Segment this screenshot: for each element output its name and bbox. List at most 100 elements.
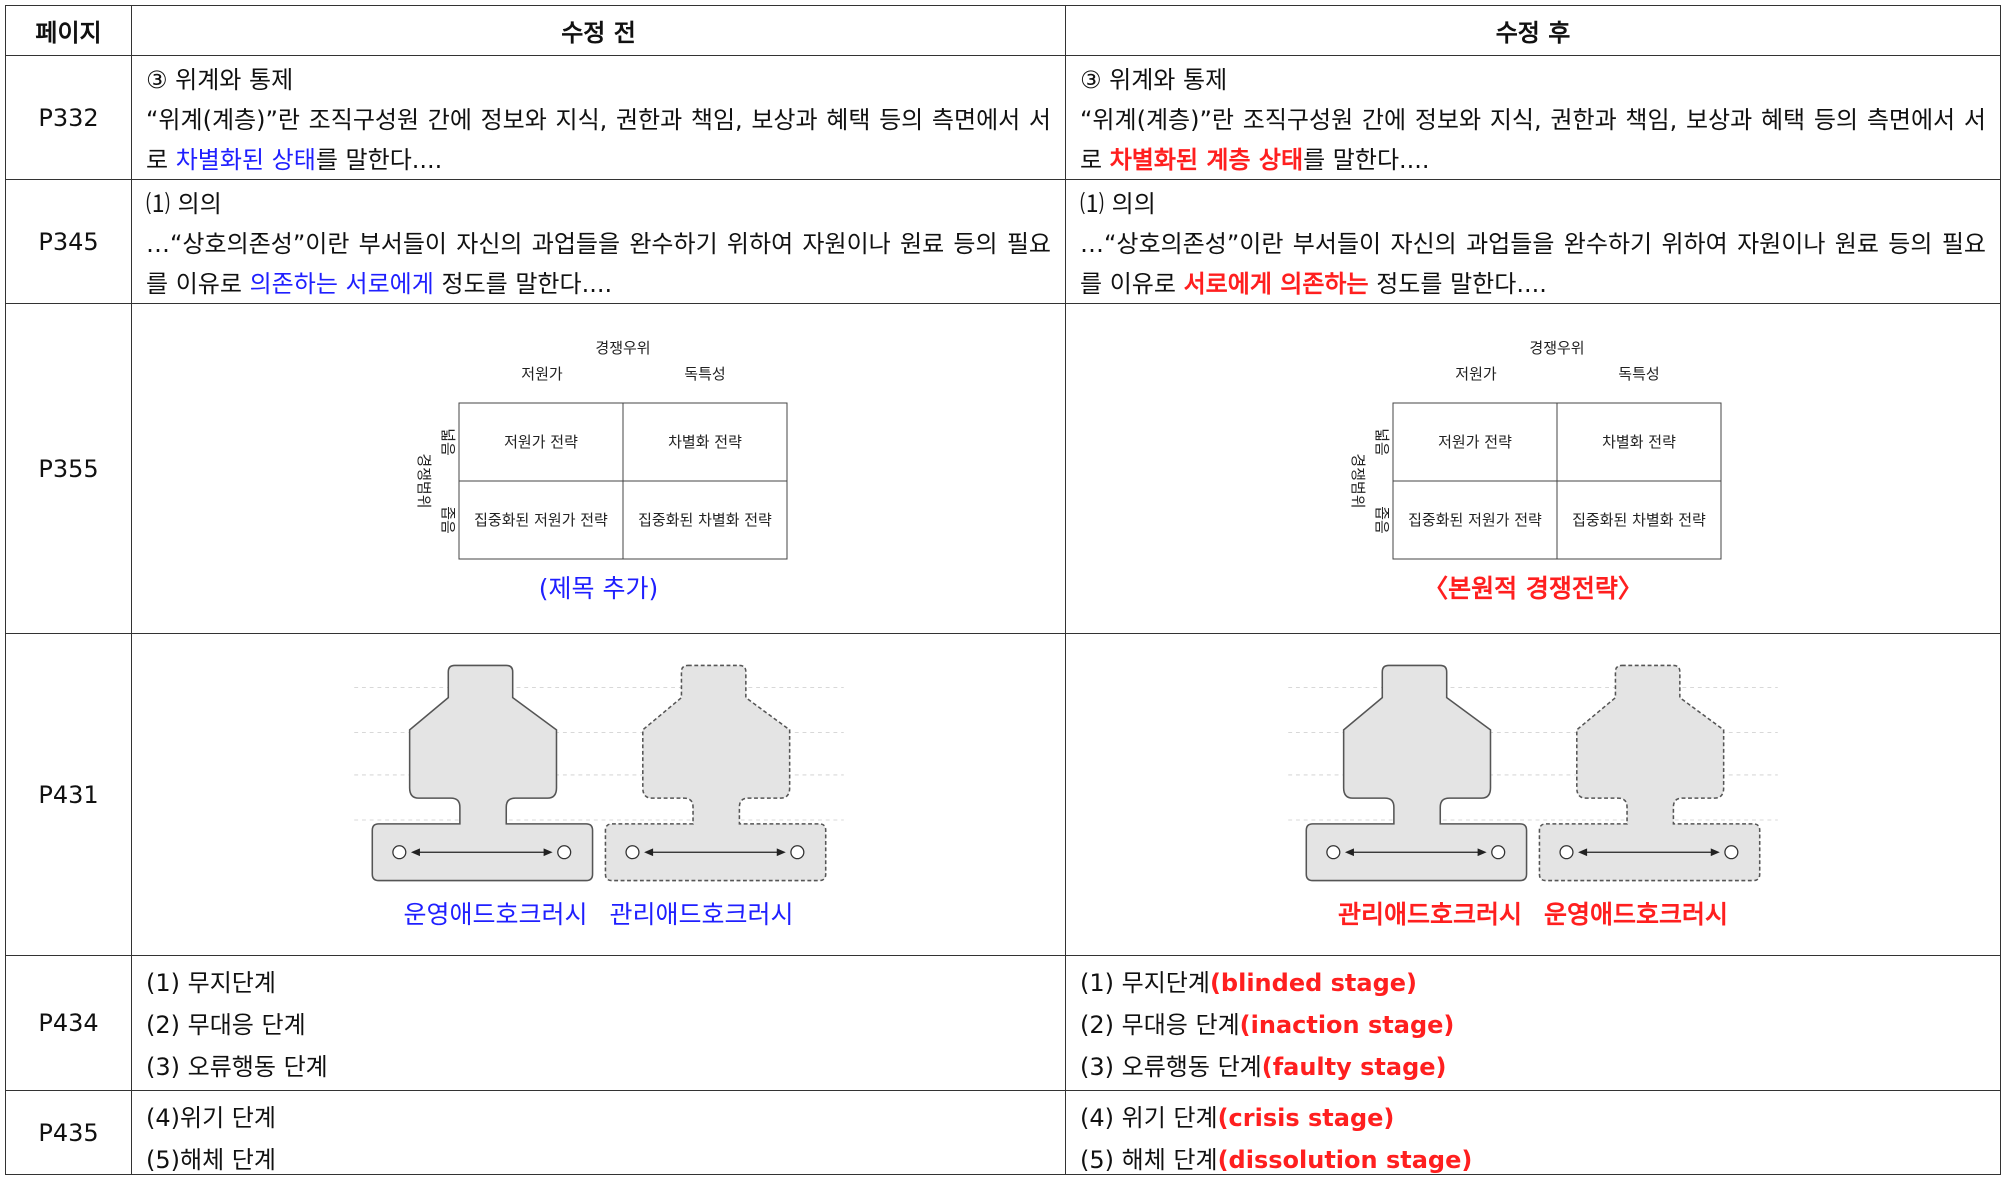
- page-cell: P434: [6, 956, 132, 1091]
- list-line: (4)위기 단계: [146, 1097, 1051, 1139]
- text-run: ⑴ 의의: [146, 190, 222, 218]
- header-cell: 수정 후: [1066, 6, 2001, 56]
- hole: [624, 844, 640, 859]
- text-run: (5)해체 단계: [146, 1146, 276, 1174]
- list-line: (1) 무지단계: [146, 962, 1051, 1004]
- highlight-run: 관리애드호크러시: [609, 899, 794, 929]
- crane: [1538, 664, 1761, 881]
- crane-figure: [1288, 664, 1778, 881]
- matrix-cell: 차별화 전략: [668, 433, 742, 451]
- list-line: (4) 위기 단계(crisis stage): [1080, 1097, 1986, 1139]
- text-run: (1) 무지단계: [146, 969, 276, 997]
- crane-figure: [353, 664, 844, 881]
- list-line: (5)해체 단계: [146, 1139, 1051, 1174]
- paragraph: ③ 위계와 통제: [146, 60, 1051, 100]
- caption: 관리애드호크러시 운영애드호크러시: [1338, 895, 1728, 931]
- caption: (제목 추가): [539, 569, 658, 605]
- hole: [391, 844, 406, 859]
- text-run: (4) 위기 단계: [1080, 1104, 1218, 1132]
- header-cell: 수정 전: [132, 6, 1066, 56]
- hole: [1326, 844, 1341, 859]
- hole: [1559, 844, 1574, 859]
- highlight-run: (inaction stage): [1239, 1011, 1455, 1039]
- text-cell: ⑴ 의의 …“상호의존성”이란 부서들이 자신의 과업들을 완수하기 위하여 자원…: [132, 180, 1066, 304]
- list-line: (3) 오류행동 단계(faulty stage): [1080, 1046, 1986, 1088]
- matrix-cell: 차별화 전략: [1602, 433, 1676, 451]
- row-label: 넓음: [1373, 428, 1391, 456]
- page-cell: P355: [6, 304, 132, 634]
- text-run: (1) 무지단계: [1080, 969, 1210, 997]
- axis-label: 경쟁우위: [595, 339, 650, 357]
- highlight-run: 의존하는 서로에게: [249, 270, 434, 298]
- paragraph: ③ 위계와 통제: [1080, 60, 1986, 100]
- column-label: 저원가: [1455, 365, 1497, 383]
- matrix-cell: 집중화된 저원가 전략: [474, 511, 608, 529]
- list-line: (2) 무대응 단계: [146, 1004, 1051, 1046]
- highlight-run: (dissolution stage): [1217, 1146, 1473, 1174]
- crane-body: [371, 664, 593, 881]
- page-cell: P332: [6, 56, 132, 180]
- base-cover: [693, 815, 738, 826]
- matrix-cell: 저원가 전략: [1438, 433, 1512, 451]
- text-run: “위계(계층)”란 조직구성원 간에 정보와 지식, 권한과 책임, 보상과 혜…: [146, 106, 1051, 174]
- text-cell: ⑴ 의의 …“상호의존성”이란 부서들이 자신의 과업들을 완수하기 위하여 자원…: [1066, 180, 2001, 304]
- list-line: (1) 무지단계(blinded stage): [1080, 962, 1986, 1004]
- text-run: 를 말한다....: [1303, 146, 1430, 174]
- row-label: 넓음: [439, 428, 457, 456]
- hole: [1724, 844, 1739, 859]
- axis-label: 경쟁범위: [415, 453, 433, 508]
- highlight-run: (crisis stage): [1217, 1104, 1395, 1132]
- row-label: 좁음: [1373, 506, 1391, 534]
- text-run: 정도를 말한다....: [1368, 270, 1547, 298]
- crane-body: [1305, 664, 1528, 881]
- text-cell: ③ 위계와 통제 “위계(계층)”란 조직구성원 간에 정보와 지식, 권한과 책…: [1066, 56, 2001, 180]
- list-line: (5) 해체 단계(dissolution stage): [1080, 1139, 1986, 1174]
- list-cell: (4)위기 단계 (5)해체 단계: [132, 1091, 1066, 1175]
- matrix-cell: 집중화된 차별화 전략: [638, 511, 772, 529]
- text-run: ⑴ 의의: [1080, 190, 1156, 218]
- figure-cell: 운영애드호크러시 관리애드호크러시: [132, 634, 1066, 956]
- paragraph: “위계(계층)”란 조직구성원 간에 정보와 지식, 권한과 책임, 보상과 혜…: [1080, 100, 1986, 179]
- text-run: 를 말한다....: [315, 146, 443, 174]
- hole: [556, 844, 571, 859]
- page-cell: P345: [6, 180, 132, 304]
- caption: 운영애드호크러시 관리애드호크러시: [403, 895, 793, 931]
- highlight-run: 운영애드호크러시: [1544, 899, 1729, 929]
- text-run: (5) 해체 단계: [1080, 1146, 1218, 1174]
- caption: 〈본원적 경쟁전략〉: [1423, 569, 1643, 605]
- column-label: 독특성: [684, 365, 725, 383]
- highlight-run: (faulty stage): [1261, 1053, 1447, 1081]
- highlight-run: 차별화된 계층 상태: [1109, 146, 1304, 174]
- revision-table: 페이지 수정 전 수정 후 P332 ③ 위계와 통제 “위계(계층)”란 조직구성원 간…: [5, 5, 2001, 1175]
- text-run: …“상호의존성”이란 부서들이 자신의 과업들을 완수하기 위하여 자원이나 원…: [1080, 230, 1986, 298]
- hole: [789, 844, 804, 859]
- highlight-run: 차별화된 상태: [175, 146, 316, 174]
- axis-label: 경쟁우위: [1529, 339, 1584, 357]
- column-label: 독특성: [1618, 365, 1659, 383]
- text-run: (2) 무대응 단계: [1080, 1011, 1240, 1039]
- list-line: (2) 무대응 단계(inaction stage): [1080, 1004, 1986, 1046]
- text-run: ③ 위계와 통제: [146, 66, 294, 94]
- header-cell: 페이지: [6, 6, 132, 56]
- list-cell: (1) 무지단계(blinded stage) (2) 무대응 단계(inacti…: [1066, 956, 2001, 1091]
- text-run: 정도를 말한다....: [433, 270, 613, 298]
- paragraph: …“상호의존성”이란 부서들이 자신의 과업들을 완수하기 위하여 자원이나 원…: [146, 224, 1051, 303]
- text-run: ③ 위계와 통제: [1080, 66, 1228, 94]
- highlight-run: 서로에게 의존하는: [1183, 270, 1369, 298]
- paragraph: “위계(계층)”란 조직구성원 간에 정보와 지식, 권한과 책임, 보상과 혜…: [146, 100, 1051, 179]
- highlight-run: 〈본원적 경쟁전략〉: [1423, 573, 1643, 603]
- matrix-cell: 저원가 전략: [504, 433, 578, 451]
- text-run: (2) 무대응 단계: [146, 1011, 306, 1039]
- crane: [604, 664, 826, 881]
- paragraph: …“상호의존성”이란 부서들이 자신의 과업들을 완수하기 위하여 자원이나 원…: [1080, 224, 1986, 303]
- list-line: (3) 오류행동 단계: [146, 1046, 1051, 1088]
- highlight-run: (제목 추가): [538, 573, 659, 603]
- base-cover: [1628, 815, 1673, 826]
- row-label: 좁음: [439, 506, 457, 534]
- column-label: 저원가: [521, 365, 563, 383]
- text-run: (3) 오류행동 단계: [1080, 1053, 1262, 1081]
- figure-cell: 관리애드호크러시 운영애드호크러시: [1066, 634, 2001, 956]
